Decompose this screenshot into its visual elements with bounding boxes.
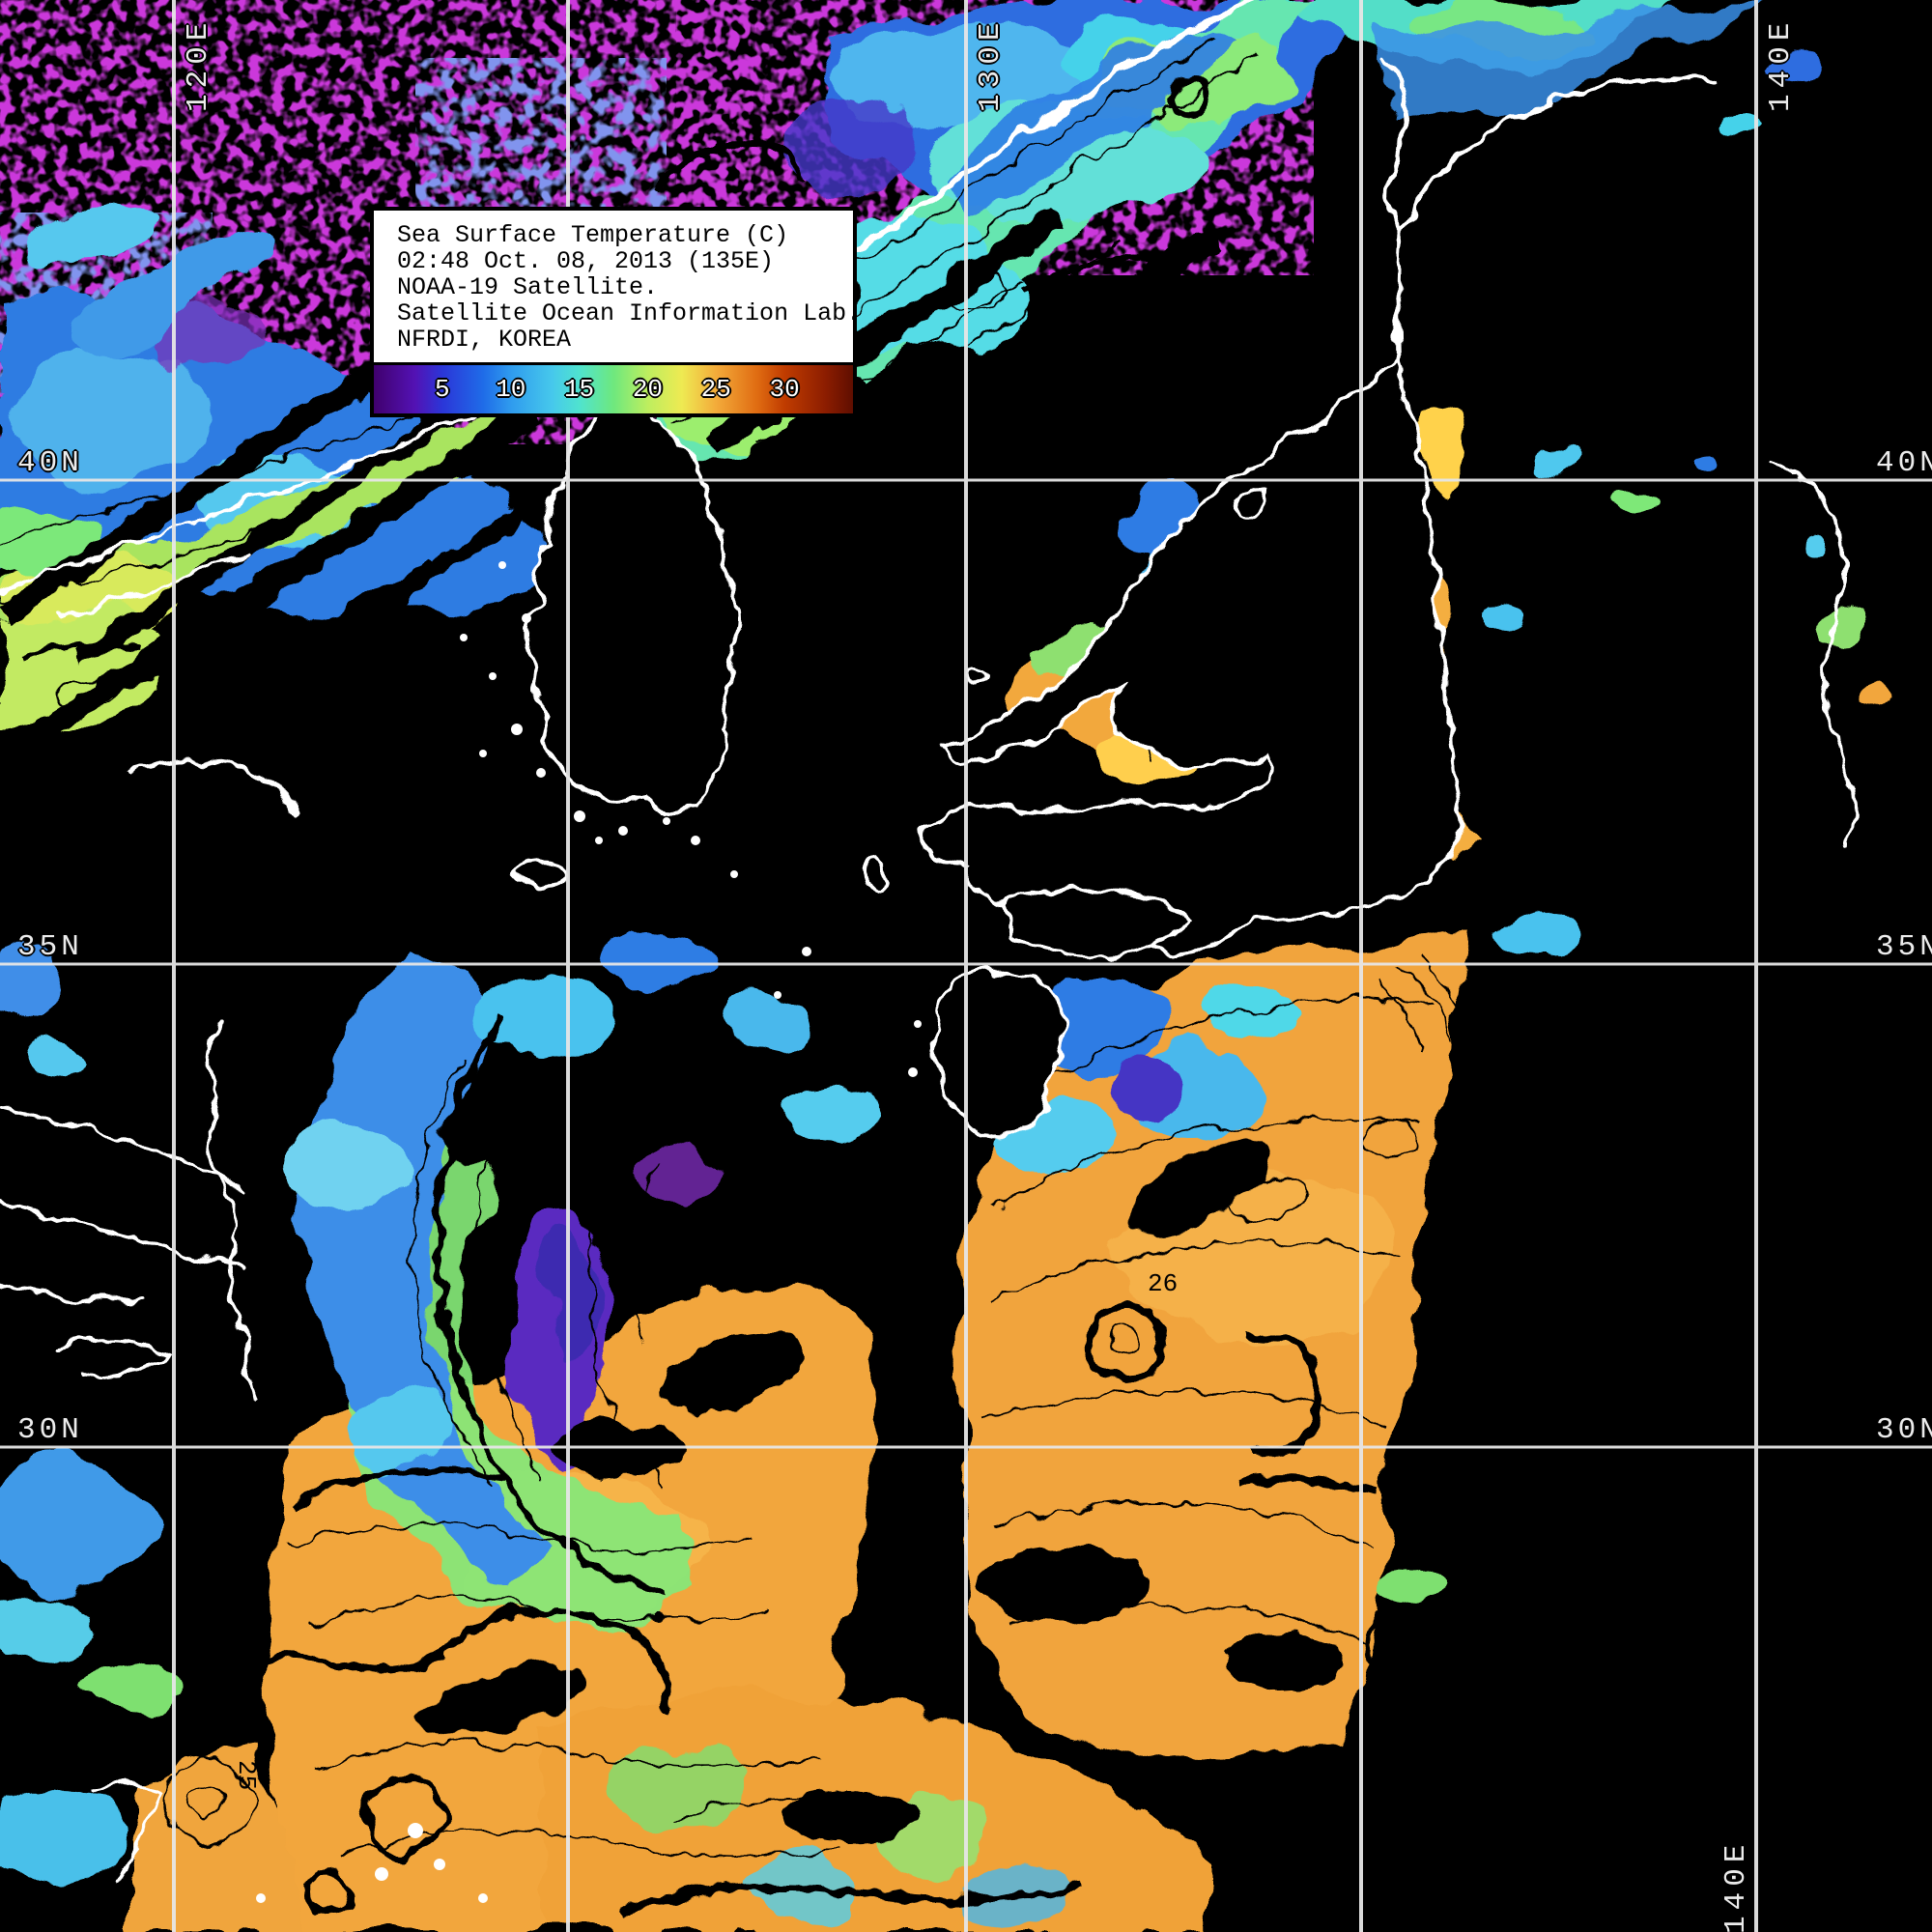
legend-agency: NFRDI, KOREA [397, 326, 572, 354]
meridian-label-140e-bottom: 140E [1719, 1838, 1753, 1932]
island-specks [256, 561, 922, 1903]
contour-label-15: 15 [1150, 269, 1179, 298]
parallel-label-30n-left: 30N [17, 1413, 83, 1447]
colorbar-tick-5: 5 [435, 375, 450, 404]
colorbar-tick-25: 25 [700, 375, 731, 404]
parallel-label-35n-left: 35N [17, 930, 83, 964]
meridian-label-120e: 120E [182, 16, 215, 112]
parallel-label-30n-right: 30N [1876, 1413, 1932, 1447]
legend-title: Sea Surface Temperature (C) [397, 221, 789, 249]
contour-label-26: 26 [1148, 1269, 1178, 1298]
legend-text-block: Sea Surface Temperature (C) 02:48 Oct. 0… [374, 211, 862, 362]
colorbar-tick-15: 15 [563, 375, 595, 404]
contour-label-25: 25 [232, 1760, 261, 1790]
coastlines [0, 0, 1854, 1886]
colorbar-gradient: 5 10 15 20 25 30 [374, 362, 853, 413]
legend-info-box: Sea Surface Temperature (C) 02:48 Oct. 0… [370, 207, 862, 417]
legend-lab: Satellite Ocean Information Lab. [397, 299, 862, 327]
parallel-label-40n-left: 40N [17, 446, 83, 480]
legend-datetime: 02:48 Oct. 08, 2013 (135E) [397, 247, 775, 275]
parallel-label-40n-right: 40N [1876, 446, 1932, 480]
colorbar-tick-10: 10 [496, 375, 526, 404]
colorbar-tick-30: 30 [769, 375, 800, 404]
meridian-label-130e: 130E [974, 16, 1008, 112]
meridian-label-140e-top: 140E [1764, 16, 1798, 112]
legend-satellite: NOAA-19 Satellite. [397, 273, 659, 301]
colorbar-tick-20: 20 [632, 375, 664, 404]
contour-value-labels: 15 25 26 [232, 269, 1179, 1790]
parallel-label-35n-right: 35N [1876, 930, 1932, 964]
